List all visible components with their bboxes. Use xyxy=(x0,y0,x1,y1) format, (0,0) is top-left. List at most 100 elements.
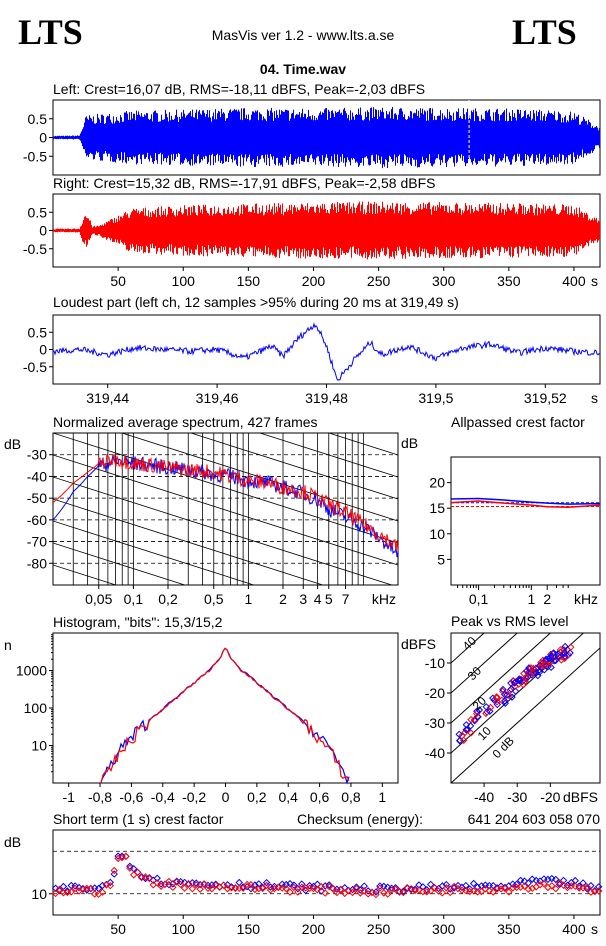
crest-point-right xyxy=(325,882,333,891)
crest-point-right xyxy=(188,884,197,893)
crest-point-right xyxy=(145,874,154,883)
crest-point-left xyxy=(282,880,290,889)
crest-point-right xyxy=(501,884,509,893)
diagonal-label: 30 xyxy=(465,664,485,684)
crest-point-left xyxy=(255,880,263,888)
slope-gridline xyxy=(120,433,398,522)
x-tick-label: 2 xyxy=(279,591,287,607)
y-tick-label: -50 xyxy=(27,490,47,506)
crest-point-right xyxy=(520,882,529,890)
y-tick-label: 1000 xyxy=(16,663,47,679)
crest-point-left xyxy=(469,879,478,888)
y-tick-label: 10 xyxy=(429,526,445,542)
crest-point-right xyxy=(133,868,142,877)
plot-frame xyxy=(450,456,601,586)
x-tick-label: 350 xyxy=(497,273,521,289)
crest-point-right xyxy=(395,887,404,896)
histogram: Histogram, "bits": 15,3/15,2n100010010-1… xyxy=(4,614,399,805)
crest-point-right xyxy=(309,884,318,893)
peak-rms-point xyxy=(507,685,515,693)
peak-rms-point xyxy=(557,656,566,664)
crest-point-left xyxy=(548,874,556,883)
checksum-value: 641 204 603 058 070 xyxy=(468,811,601,827)
x-tick-label: 319,5 xyxy=(418,390,453,406)
x-tick-label: 50 xyxy=(110,273,126,289)
crest-point-left xyxy=(419,883,427,891)
crest-point-right xyxy=(286,888,294,896)
crest-point-left xyxy=(391,884,400,892)
x-tick-label: 319,52 xyxy=(524,390,567,406)
crest-point-right xyxy=(360,887,368,895)
crest-point-left xyxy=(544,875,552,884)
crest-point-right xyxy=(208,885,216,893)
y-tick-label: 15 xyxy=(429,500,445,516)
x-tick-label: 350 xyxy=(497,921,521,937)
crest-point-left xyxy=(512,880,521,888)
crest-point-left xyxy=(192,879,200,887)
slope-gridline xyxy=(53,476,394,585)
crest-point-left xyxy=(298,880,306,888)
crest-point-right xyxy=(87,884,95,893)
peak-rms-point xyxy=(505,691,513,700)
x-axis-label: dBFS xyxy=(563,789,598,805)
crest-diagonal xyxy=(451,647,600,783)
x-tick-label: 2 xyxy=(543,591,551,607)
y-tick-label: -30 xyxy=(425,715,445,731)
x-tick-label: 100 xyxy=(172,273,196,289)
x-tick-label: 5 xyxy=(325,591,333,607)
slope-gridline xyxy=(327,433,398,456)
crest-point-right xyxy=(442,884,451,892)
x-tick-label: 0,4 xyxy=(278,789,298,805)
plot-frame xyxy=(52,432,399,586)
crest-point-left xyxy=(51,884,60,892)
crest-point-right xyxy=(391,885,400,893)
peak-rms-point xyxy=(499,685,507,694)
peak-rms-point xyxy=(561,652,569,661)
crest-point-right xyxy=(161,880,169,889)
crest-diagonal xyxy=(451,633,552,724)
crest-point-right xyxy=(552,884,560,893)
crest-point-left xyxy=(126,862,134,870)
crest-point-right xyxy=(548,882,556,890)
chart-title: Right: Crest=15,32 dB, RMS=-17,91 dBFS, … xyxy=(53,175,435,191)
checksum-label: Checksum (energy): xyxy=(297,811,423,827)
app-title: MasVis ver 1.2 - www.lts.a.se xyxy=(212,27,395,43)
x-tick-label: 1 xyxy=(244,591,252,607)
crest-point-right xyxy=(469,887,478,895)
crest-point-right xyxy=(180,884,189,892)
x-tick-label: -0,2 xyxy=(182,789,206,805)
crest-point-left xyxy=(552,875,560,884)
y-axis-label: n xyxy=(4,637,12,653)
crest-point-right xyxy=(313,886,322,894)
crest-point-right xyxy=(122,852,130,861)
crest-point-left xyxy=(442,880,451,889)
crest-point-right xyxy=(212,881,220,889)
file-name: 04. Time.wav xyxy=(260,61,346,77)
crest-diagonal xyxy=(451,633,585,754)
x-tick-label: 0,2 xyxy=(247,789,267,805)
crest-point-right xyxy=(51,889,60,898)
peak-rms-point xyxy=(539,656,547,665)
crest-point-right xyxy=(126,864,134,872)
crest-point-right xyxy=(200,880,208,888)
crest-point-right xyxy=(454,884,462,893)
spectrum-line-right xyxy=(53,453,398,551)
slope-gridline xyxy=(53,454,398,566)
peak-rms-point xyxy=(529,664,538,673)
crest-point-right xyxy=(219,881,228,889)
plot-frame xyxy=(450,632,601,784)
crest-point-right xyxy=(352,884,361,893)
peak-rms-point xyxy=(467,729,475,737)
diagonal-label: 10 xyxy=(475,724,495,744)
y-tick-label: -70 xyxy=(27,534,47,550)
y-tick-label: -0.5 xyxy=(23,359,47,375)
crest-point-right xyxy=(579,884,587,892)
y-tick-label: -30 xyxy=(27,447,47,463)
x-tick-label: 0,6 xyxy=(310,789,330,805)
crest-point-right xyxy=(426,887,435,895)
slope-gridline xyxy=(53,498,325,585)
crest-point-right xyxy=(141,873,150,881)
y-tick-label: -0.5 xyxy=(23,241,47,257)
y-axis-label: dB xyxy=(401,435,418,451)
